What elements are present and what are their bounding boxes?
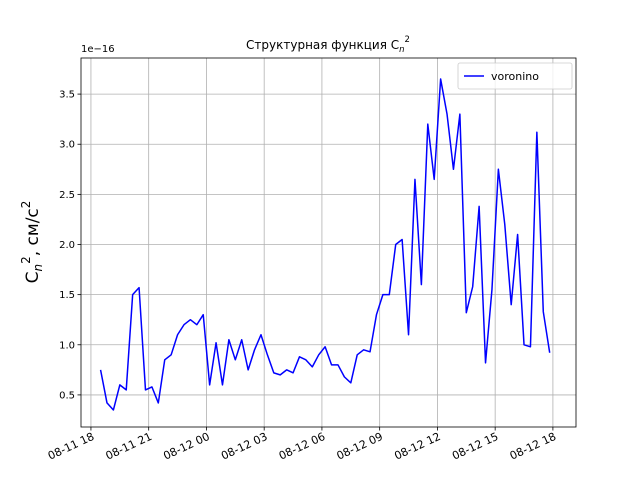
y-label-sub: n <box>31 264 45 272</box>
y-tick-label: 0.5 <box>59 390 75 401</box>
data-line <box>99 78 551 411</box>
y-label-text: C <box>23 272 43 284</box>
legend-label: voronino <box>491 70 539 83</box>
y-tick-label: 1.5 <box>59 290 75 301</box>
title-sub: n <box>399 45 404 55</box>
y-offset-label: 1e−16 <box>81 44 115 55</box>
legend-box <box>457 62 573 90</box>
y-tick-label: 2.5 <box>59 190 75 201</box>
y-tick-label: 3.0 <box>59 140 75 151</box>
y-tick-label: 3.5 <box>59 90 75 101</box>
y-label-unit-sup: 2 <box>19 201 33 209</box>
axes-frame <box>80 57 577 428</box>
y-tick-label: 2.0 <box>59 240 75 251</box>
title-text: Структурная функция C <box>246 38 399 52</box>
y-tick-label: 1.0 <box>59 340 75 351</box>
chart-title: Структурная функция Cn2 <box>246 35 410 55</box>
y-label-sup: 2 <box>19 256 33 264</box>
y-axis-label: Cn2, см/с2 <box>19 201 45 284</box>
title-sup: 2 <box>405 35 410 45</box>
y-label-unit: , см/с <box>23 208 43 256</box>
